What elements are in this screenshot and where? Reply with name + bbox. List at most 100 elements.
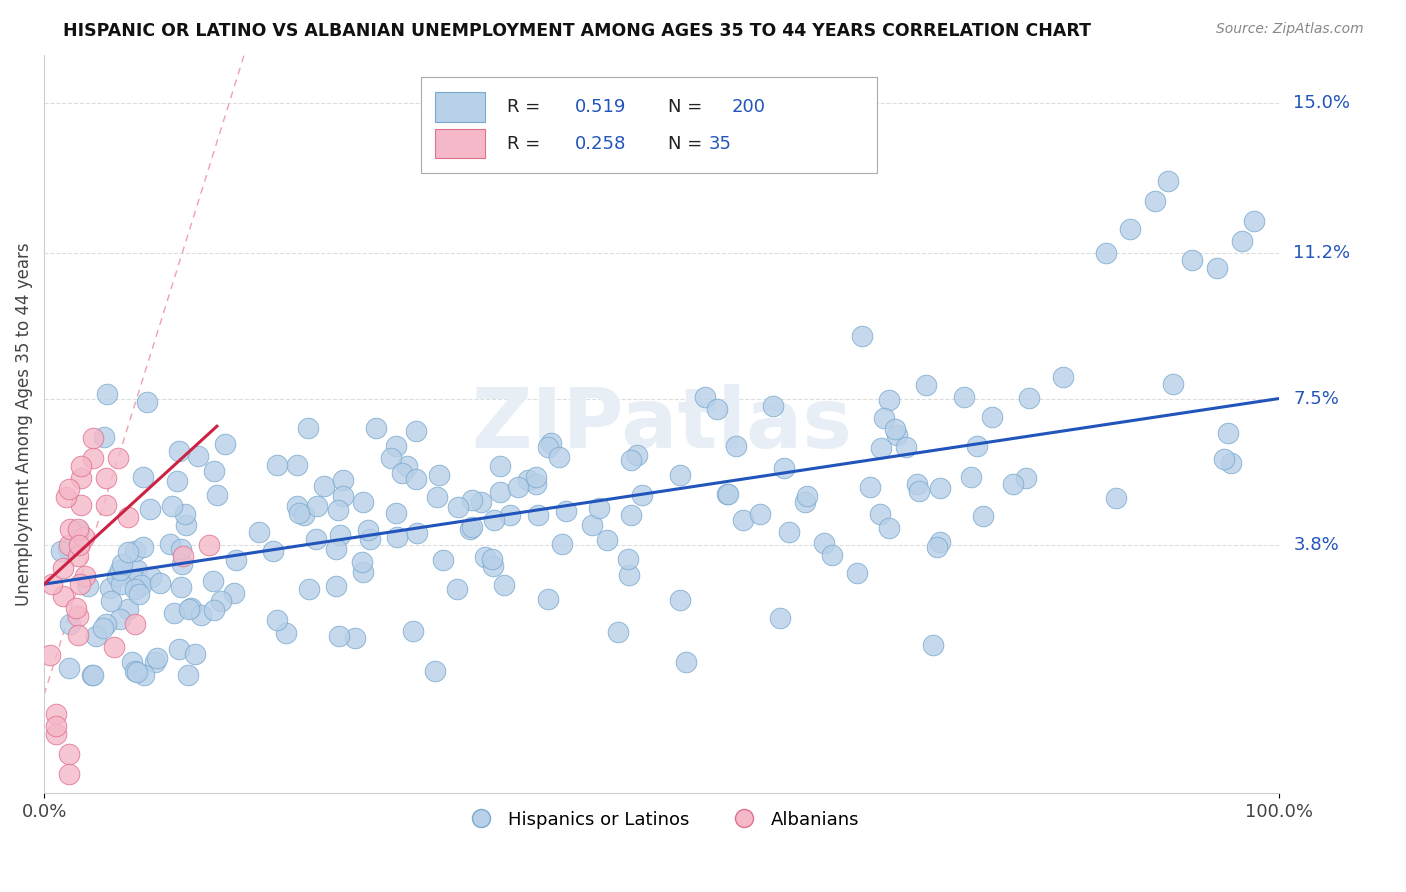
- Point: [517, 473, 540, 487]
- Point: [145, 655, 167, 669]
- Point: [117, 510, 139, 524]
- Point: [117, 601, 139, 615]
- Point: [488, 484, 510, 499]
- Point: [675, 655, 697, 669]
- Point: [297, 421, 319, 435]
- Point: [352, 495, 374, 509]
- Point: [146, 651, 169, 665]
- Point: [980, 410, 1002, 425]
- Text: N =: N =: [668, 98, 707, 116]
- Point: [446, 582, 468, 597]
- Point: [209, 593, 232, 607]
- Point: [405, 525, 427, 540]
- Text: R =: R =: [508, 135, 546, 153]
- Point: [960, 470, 983, 484]
- Point: [851, 329, 873, 343]
- Point: [794, 494, 817, 508]
- Point: [620, 453, 643, 467]
- Point: [41, 577, 63, 591]
- Point: [461, 519, 484, 533]
- Point: [385, 439, 408, 453]
- Point: [555, 504, 578, 518]
- Point: [391, 466, 413, 480]
- Point: [540, 436, 562, 450]
- Point: [202, 464, 225, 478]
- Point: [124, 544, 146, 558]
- Point: [67, 628, 90, 642]
- Bar: [436, 92, 485, 121]
- Point: [59, 522, 82, 536]
- Point: [49, 543, 72, 558]
- Point: [262, 544, 284, 558]
- Point: [461, 493, 484, 508]
- Point: [67, 538, 90, 552]
- Point: [332, 489, 354, 503]
- Point: [879, 392, 901, 407]
- Point: [402, 624, 425, 638]
- Point: [76, 578, 98, 592]
- Point: [695, 390, 717, 404]
- Point: [266, 458, 288, 472]
- Point: [778, 525, 800, 540]
- Point: [870, 442, 893, 456]
- Text: 0.258: 0.258: [575, 135, 626, 153]
- Point: [125, 665, 148, 679]
- Point: [179, 602, 201, 616]
- Point: [58, 766, 80, 780]
- Point: [39, 648, 62, 663]
- Point: [1156, 174, 1178, 188]
- Point: [1052, 370, 1074, 384]
- Point: [170, 558, 193, 572]
- Point: [426, 491, 449, 505]
- Point: [596, 533, 619, 548]
- Point: [124, 665, 146, 679]
- Point: [56, 541, 79, 556]
- Point: [55, 490, 77, 504]
- Point: [1243, 214, 1265, 228]
- Point: [357, 524, 380, 538]
- Point: [423, 664, 446, 678]
- Point: [1094, 245, 1116, 260]
- Point: [249, 525, 271, 540]
- Point: [170, 580, 193, 594]
- Point: [352, 565, 374, 579]
- Point: [298, 582, 321, 596]
- Point: [359, 532, 381, 546]
- Point: [98, 582, 121, 596]
- Point: [427, 468, 450, 483]
- Point: [772, 461, 794, 475]
- Point: [482, 513, 505, 527]
- Point: [489, 458, 512, 473]
- Point: [170, 541, 193, 556]
- Point: [58, 538, 80, 552]
- Point: [124, 616, 146, 631]
- Point: [58, 483, 80, 497]
- Point: [96, 617, 118, 632]
- FancyBboxPatch shape: [420, 78, 877, 173]
- Point: [166, 475, 188, 489]
- Point: [1105, 491, 1128, 505]
- Text: ZIPatlas: ZIPatlas: [471, 384, 852, 465]
- Point: [45, 719, 67, 733]
- Point: [163, 606, 186, 620]
- Point: [66, 522, 89, 536]
- Point: [84, 629, 107, 643]
- Point: [125, 574, 148, 589]
- Point: [470, 495, 492, 509]
- Point: [325, 541, 347, 556]
- Point: [121, 655, 143, 669]
- Point: [307, 499, 329, 513]
- Point: [128, 587, 150, 601]
- Point: [174, 517, 197, 532]
- Point: [187, 449, 209, 463]
- Point: [326, 502, 349, 516]
- Point: [607, 624, 630, 639]
- Point: [385, 530, 408, 544]
- Point: [762, 400, 785, 414]
- Point: [813, 535, 835, 549]
- Point: [59, 616, 82, 631]
- Point: [896, 440, 918, 454]
- Point: [364, 421, 387, 435]
- Point: [67, 608, 90, 623]
- Point: [821, 548, 844, 562]
